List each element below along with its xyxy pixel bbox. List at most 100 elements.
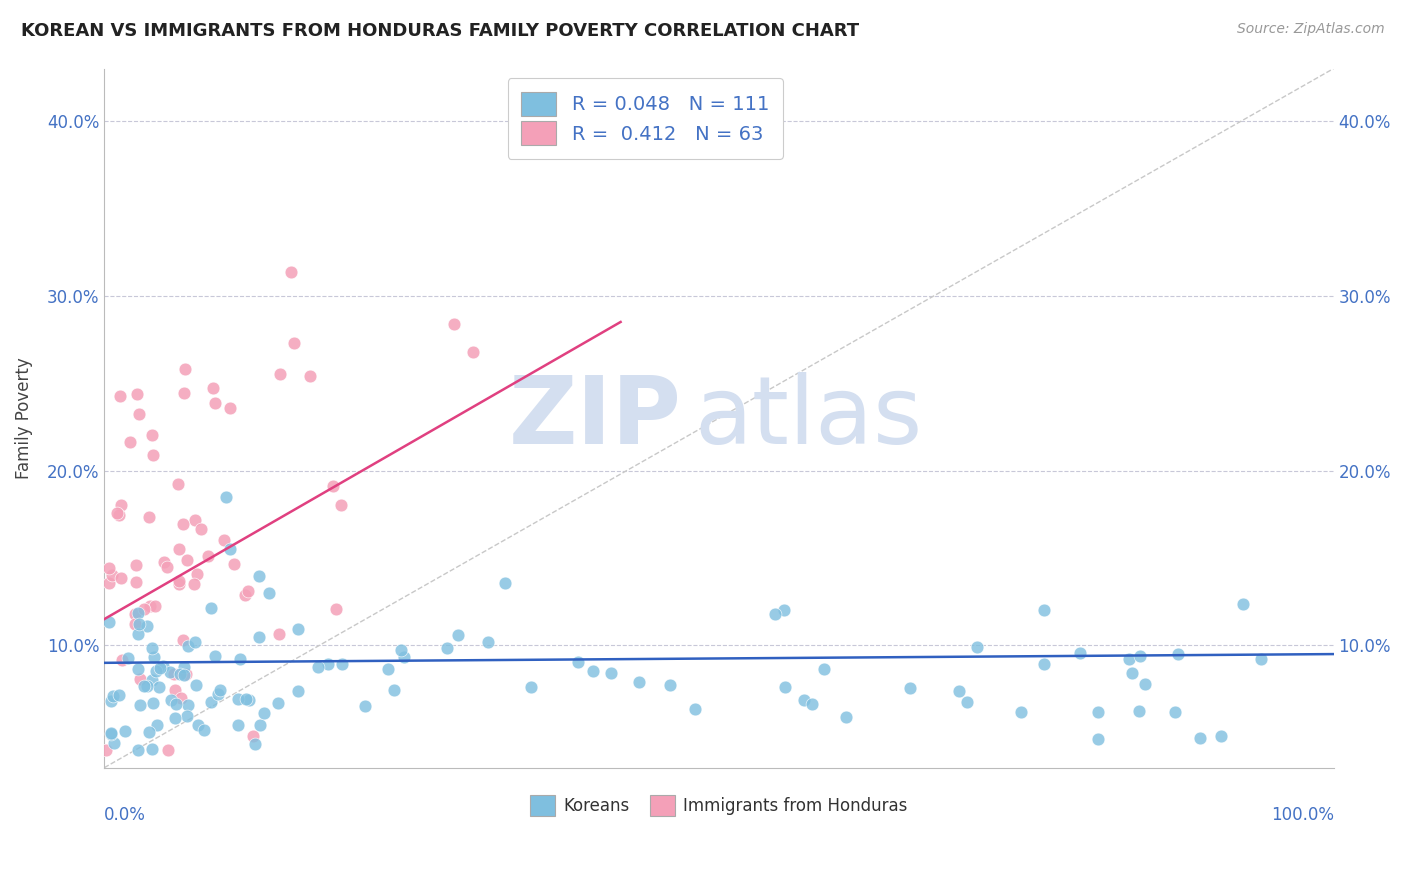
- Point: [108, 388, 131, 402]
- Point: [172, 632, 194, 647]
- Point: [127, 627, 149, 641]
- Point: [948, 684, 970, 698]
- Point: [152, 659, 174, 673]
- Point: [212, 533, 235, 547]
- Point: [1033, 657, 1056, 671]
- Point: [120, 435, 142, 450]
- Point: [1069, 646, 1091, 660]
- Point: [267, 627, 290, 641]
- Point: [114, 723, 136, 738]
- Point: [167, 541, 190, 556]
- Point: [184, 513, 207, 527]
- Point: [900, 681, 922, 695]
- Point: [773, 603, 796, 617]
- Point: [169, 666, 191, 681]
- Point: [204, 396, 226, 410]
- Point: [125, 558, 148, 572]
- Point: [170, 691, 193, 706]
- Point: [162, 666, 184, 681]
- Point: [207, 686, 229, 700]
- Point: [184, 678, 207, 692]
- Point: [257, 586, 280, 600]
- Point: [1033, 603, 1056, 617]
- Point: [108, 508, 131, 522]
- Point: [135, 619, 157, 633]
- Point: [100, 726, 122, 740]
- Point: [249, 717, 271, 731]
- Point: [1010, 705, 1032, 719]
- Point: [1133, 677, 1156, 691]
- Point: [229, 652, 252, 666]
- Point: [127, 661, 149, 675]
- Point: [252, 706, 274, 721]
- Point: [135, 679, 157, 693]
- Point: [124, 616, 146, 631]
- Y-axis label: Family Poverty: Family Poverty: [15, 357, 32, 479]
- Point: [111, 653, 134, 667]
- Point: [219, 401, 242, 415]
- Point: [204, 648, 226, 663]
- Point: [1087, 731, 1109, 746]
- Point: [1211, 729, 1233, 743]
- Point: [142, 649, 165, 664]
- Point: [600, 665, 623, 680]
- Point: [318, 657, 340, 671]
- Point: [128, 673, 150, 687]
- Point: [163, 683, 186, 698]
- Point: [166, 477, 188, 491]
- Point: [176, 709, 198, 723]
- Point: [283, 336, 305, 351]
- Point: [173, 386, 195, 401]
- Text: 0.0%: 0.0%: [104, 806, 146, 824]
- Point: [97, 575, 120, 590]
- Point: [190, 522, 212, 536]
- Point: [222, 557, 245, 571]
- Point: [138, 599, 160, 613]
- Point: [447, 628, 470, 642]
- Point: [494, 576, 516, 591]
- Legend: Koreans, Immigrants from Honduras: Koreans, Immigrants from Honduras: [523, 789, 914, 822]
- Point: [138, 724, 160, 739]
- Point: [280, 264, 302, 278]
- Point: [238, 693, 260, 707]
- Point: [685, 702, 707, 716]
- Point: [138, 510, 160, 524]
- Point: [200, 601, 222, 615]
- Point: [156, 560, 179, 574]
- Point: [1118, 652, 1140, 666]
- Point: [627, 674, 650, 689]
- Point: [134, 679, 156, 693]
- Point: [128, 407, 150, 421]
- Point: [247, 630, 270, 644]
- Point: [141, 640, 163, 655]
- Point: [966, 640, 988, 654]
- Point: [1121, 665, 1143, 680]
- Point: [813, 662, 835, 676]
- Point: [127, 742, 149, 756]
- Point: [141, 742, 163, 756]
- Text: Source: ZipAtlas.com: Source: ZipAtlas.com: [1237, 22, 1385, 37]
- Point: [103, 736, 125, 750]
- Point: [208, 683, 231, 698]
- Point: [1129, 649, 1152, 664]
- Point: [299, 368, 322, 383]
- Point: [141, 427, 163, 442]
- Point: [96, 743, 118, 757]
- Point: [197, 549, 219, 563]
- Point: [325, 602, 347, 616]
- Point: [141, 673, 163, 687]
- Text: ZIP: ZIP: [509, 372, 682, 464]
- Point: [186, 566, 208, 581]
- Text: 100.0%: 100.0%: [1271, 806, 1334, 824]
- Point: [1128, 704, 1150, 718]
- Point: [307, 660, 329, 674]
- Point: [132, 602, 155, 616]
- Point: [322, 479, 344, 493]
- Point: [354, 698, 377, 713]
- Point: [1250, 652, 1272, 666]
- Point: [173, 667, 195, 681]
- Point: [173, 361, 195, 376]
- Point: [124, 607, 146, 621]
- Point: [226, 718, 249, 732]
- Point: [835, 709, 858, 723]
